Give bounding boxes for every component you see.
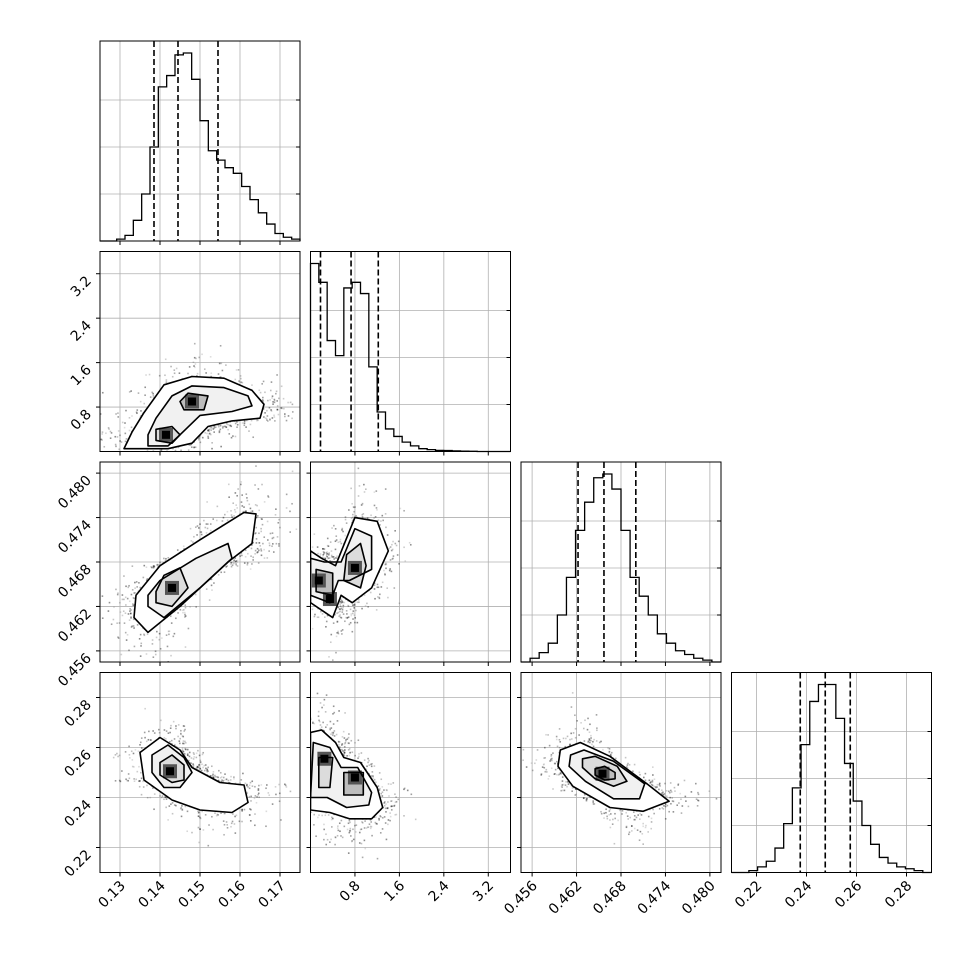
histogram-0 [100, 52, 301, 242]
scatter-panel-2-1 [306, 461, 511, 666]
x-tick-label: 0.474 [635, 878, 675, 918]
histogram-3 [731, 683, 932, 874]
x-tick-label: 0.8 [337, 878, 364, 905]
x-tick-label: 0.26 [832, 878, 865, 911]
contour-3 [594, 765, 616, 781]
contour-2 [159, 754, 185, 784]
x-tick-label: 0.468 [590, 878, 630, 918]
axes-frame [731, 672, 932, 873]
contour-2 [581, 755, 628, 788]
contour-0 [123, 375, 265, 450]
contour-2 [155, 425, 181, 444]
x-tick-label: 0.480 [679, 878, 719, 918]
x-tick-label: 0.22 [732, 878, 765, 911]
y-tick-label: 0.28 [61, 697, 94, 730]
contour-0 [310, 516, 390, 619]
axes-frame [310, 251, 511, 452]
y-tick-label: 0.456 [55, 650, 95, 690]
histogram-2 [521, 473, 721, 663]
density-peak-core [188, 397, 196, 406]
y-tick-label: 0.22 [61, 847, 94, 880]
density-peak-core [325, 595, 334, 604]
density-peak-core [162, 430, 170, 439]
x-tick-label: 3.2 [470, 878, 497, 905]
contour-0 [133, 511, 257, 634]
density-peak-core [598, 769, 607, 778]
y-tick-label: 0.462 [55, 606, 95, 646]
y-tick-label: 0.474 [55, 517, 95, 557]
axes-frame [310, 672, 511, 873]
scatter-panel-3-0 [96, 672, 301, 877]
contour-3 [315, 568, 334, 597]
y-tick-label: 0.8 [68, 407, 95, 434]
contour-3 [179, 392, 209, 411]
contour-3 [343, 771, 365, 796]
x-tick-label: 0.16 [215, 878, 248, 911]
density-peak-core [320, 754, 329, 763]
contour-2 [155, 567, 189, 608]
contour-1 [568, 749, 646, 800]
y-tick-label: 2.4 [68, 318, 95, 345]
scatter-panel-2-0 [96, 461, 301, 666]
density-peak-core [166, 767, 174, 776]
contour-2 [318, 756, 334, 789]
hist-panel-0 [99, 40, 301, 245]
hist-panel-3 [731, 672, 932, 877]
x-tick-label: 2.4 [426, 878, 453, 905]
scatter-panel-3-2 [517, 672, 722, 877]
scatter-panel-3-1 [306, 672, 511, 877]
contour-1 [310, 527, 373, 604]
scatter-panel-1-0 [96, 251, 301, 456]
contour-1 [151, 744, 193, 789]
x-tick-label: 0.13 [95, 878, 128, 911]
x-tick-label: 0.17 [255, 878, 288, 911]
density-peak-core [350, 773, 359, 782]
density-peak-core [350, 563, 359, 572]
x-tick-label: 0.24 [782, 878, 815, 911]
y-tick-label: 3.2 [68, 273, 95, 300]
contour-0 [139, 736, 249, 814]
contour-1 [147, 542, 233, 619]
contour-0 [557, 741, 670, 813]
hist-panel-2 [520, 461, 722, 666]
x-tick-label: 0.456 [501, 878, 541, 918]
y-tick-label: 0.26 [61, 747, 94, 780]
density-peak-core [168, 583, 176, 592]
x-tick-label: 0.462 [546, 878, 586, 918]
x-tick-label: 1.6 [381, 878, 408, 905]
contour-2 [343, 542, 367, 589]
hist-panel-1 [309, 251, 511, 456]
y-tick-label: 0.24 [61, 797, 94, 830]
contour-0 [310, 729, 384, 820]
x-tick-label: 0.28 [882, 878, 915, 911]
x-tick-label: 0.14 [135, 878, 168, 911]
y-tick-label: 0.480 [55, 473, 95, 513]
y-tick-label: 1.6 [68, 362, 95, 389]
contour-1 [310, 741, 373, 809]
x-tick-label: 0.15 [175, 878, 208, 911]
density-peak-core [314, 576, 323, 585]
y-tick-label: 0.468 [55, 562, 95, 602]
